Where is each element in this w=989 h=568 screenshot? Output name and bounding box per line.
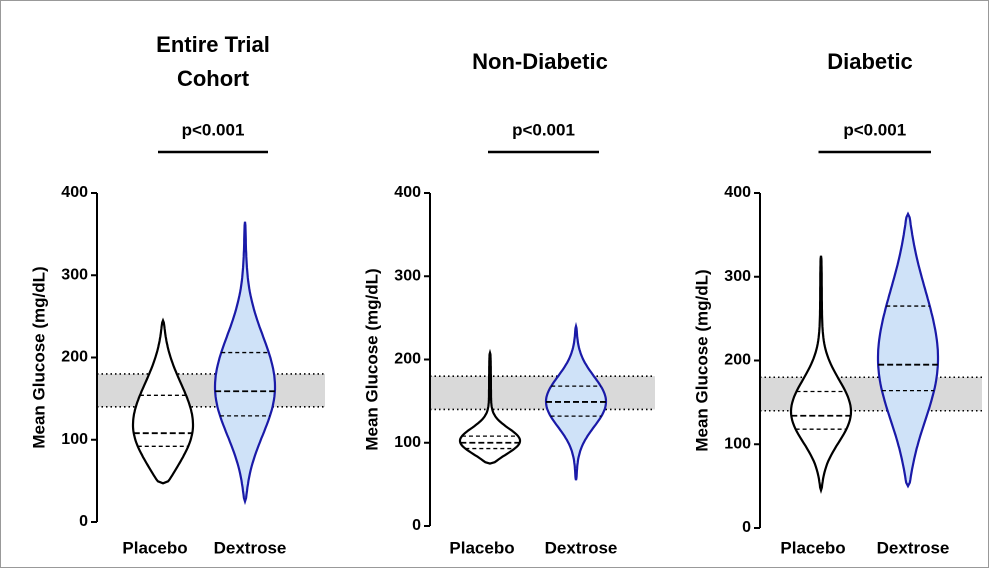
y-tick-label: 200	[724, 352, 751, 369]
annotation: p<0.001	[843, 120, 906, 139]
y-axis-label: Mean Glucose (mg/dL)	[692, 269, 711, 451]
reference-band	[97, 373, 325, 407]
chart-title: Entire Trial Cohort	[156, 32, 270, 91]
y-tick-label: 300	[724, 268, 751, 285]
y-tick-label: 300	[61, 266, 88, 283]
x-tick-label: Placebo	[780, 538, 845, 557]
reference-band	[430, 376, 655, 410]
y-tick-label: 0	[79, 513, 88, 530]
violin	[131, 317, 195, 485]
x-tick-label: Dextrose	[877, 538, 950, 557]
y-tick-label: 200	[394, 351, 421, 368]
violin	[213, 221, 277, 506]
annotation: p<0.001	[182, 120, 245, 139]
y-axis-label: Mean Glucose (mg/dL)	[362, 268, 381, 450]
y-tick-label: 400	[394, 184, 421, 201]
y-tick-label: 100	[394, 434, 421, 451]
x-tick-label: Dextrose	[545, 538, 618, 557]
y-tick-label: 300	[394, 267, 421, 284]
y-axis-label: Mean Glucose (mg/dL)	[29, 266, 48, 448]
chart-title: Non-Diabetic	[472, 49, 608, 74]
y-tick-label: 200	[61, 349, 88, 366]
x-tick-label: Dextrose	[214, 538, 287, 557]
violin	[876, 211, 940, 489]
annotation: p<0.001	[512, 120, 575, 139]
y-tick-label: 400	[61, 184, 88, 201]
y-tick-label: 0	[412, 517, 421, 534]
y-tick-label: 400	[724, 184, 751, 201]
chart-title: Diabetic	[827, 49, 913, 74]
y-tick-label: 0	[742, 519, 751, 536]
y-tick-label: 100	[724, 435, 751, 452]
violin	[789, 255, 853, 495]
violin	[544, 321, 608, 481]
y-tick-label: 100	[61, 431, 88, 448]
x-tick-label: Placebo	[122, 538, 187, 557]
x-tick-label: Placebo	[449, 538, 514, 557]
